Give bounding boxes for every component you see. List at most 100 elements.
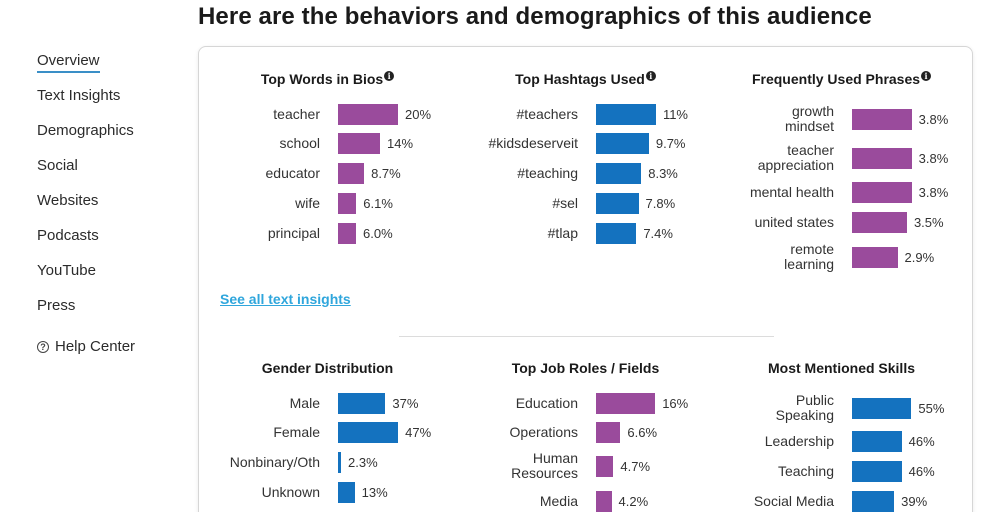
bar-value: 20%: [405, 107, 432, 122]
bar-value: 6.1%: [363, 196, 393, 211]
bar: [852, 148, 912, 169]
bar-label-line: teacher: [273, 105, 320, 122]
bar-label-line: Teaching: [777, 462, 834, 479]
sidebar-item-label: Text Insights: [37, 87, 121, 104]
bar-label-line: Operations: [509, 423, 578, 440]
sidebar-item-press[interactable]: Press: [37, 295, 187, 330]
info-icon[interactable]: i: [645, 71, 656, 81]
bar-row: Media 4.2%: [458, 491, 713, 512]
bar: [852, 182, 912, 203]
bar-row: #teachers 11%: [458, 104, 713, 125]
bar-value: 14%: [387, 136, 414, 151]
info-icon[interactable]: i: [921, 71, 932, 81]
bar-label-line: school: [279, 134, 320, 151]
bar: [338, 193, 357, 214]
bar-row: mental health 3.8%: [714, 182, 969, 203]
sidebar-item-label: Podcasts: [37, 227, 99, 244]
sidebar-nav: Overview Text Insights Demographics Soci…: [37, 50, 187, 355]
bar-label: Social Media: [753, 492, 834, 509]
bar-label: teacher: [273, 105, 320, 122]
bar-row: teacher appreciation 3.8%: [714, 143, 969, 173]
bar-value: 16%: [662, 396, 689, 411]
bar-value: 46%: [908, 464, 935, 479]
bar-label-line: Unknown: [261, 483, 320, 500]
bar-label: #kidsdeserveit: [489, 135, 579, 151]
panel-title: Gender Distribution: [200, 360, 455, 376]
bar-row: #tlap 7.4%: [458, 223, 713, 244]
bar-row: united states 3.5%: [714, 212, 969, 233]
bar: [852, 461, 902, 482]
panel-title: Most Mentioned Skills: [714, 360, 969, 376]
bar-value: 3.8%: [918, 151, 949, 166]
bar-label-line: mental health: [749, 183, 834, 200]
bar-value: 3.8%: [918, 185, 949, 200]
bar-row: Nonbinary/Oth 2.3%: [200, 452, 455, 473]
bar: [338, 223, 356, 244]
section-divider: [399, 336, 774, 337]
bar-row: teacher 20%: [200, 104, 455, 125]
bar: [596, 491, 612, 512]
bar-row: Operations 6.6%: [458, 422, 713, 443]
bar-row: Unknown 13%: [200, 482, 455, 503]
sidebar-item-label: Overview: [37, 52, 100, 73]
bar-label-line: Nonbinary/Oth: [229, 453, 320, 470]
bar-label: #tlap: [547, 224, 578, 241]
sidebar-item-youtube[interactable]: YouTube: [37, 260, 187, 295]
bar-label-line: Social Media: [753, 492, 834, 509]
info-icon[interactable]: i: [384, 71, 395, 81]
bar: [338, 393, 386, 414]
bar-value: 2.3%: [348, 455, 378, 470]
see-all-text-insights-link[interactable]: See all text insights: [220, 291, 351, 307]
sidebar-item-podcasts[interactable]: Podcasts: [37, 225, 187, 260]
bar-label-line: growth: [791, 103, 834, 119]
help-center-label: Help Center: [55, 338, 136, 355]
bar-row: Male 37%: [200, 393, 455, 414]
question-circle-icon: ?: [37, 340, 49, 353]
bar-value: 55%: [918, 401, 945, 416]
bar-label-line: appreciation: [757, 157, 834, 173]
bar-row: Social Media 39%: [714, 491, 969, 512]
bar-value: 4.2%: [618, 494, 649, 509]
bar-label: #teaching: [517, 165, 578, 181]
bar-label: educator: [265, 164, 320, 181]
bar-label: Leadership: [765, 433, 834, 449]
bar-label: growth mindset: [785, 104, 834, 134]
bar-row: remote learning 2.9%: [714, 242, 969, 272]
panel-title-text: Top Hashtags Used: [515, 71, 645, 87]
bar-value: 37%: [392, 396, 419, 411]
sidebar-item-label: Social: [37, 157, 78, 174]
bar-label-line: wife: [295, 194, 320, 211]
bar-label-line: #tlap: [547, 224, 578, 241]
bar: [338, 133, 380, 154]
bar-label-line: #teachers: [516, 105, 578, 122]
sidebar-item-social[interactable]: Social: [37, 155, 187, 190]
bar-label-line: Public: [795, 392, 834, 408]
sidebar-item-overview[interactable]: Overview: [37, 50, 187, 85]
bar-label-line: educator: [265, 164, 320, 181]
bar-label-line: principal: [267, 224, 320, 241]
bar: [852, 247, 898, 268]
bar-row: Teaching 46%: [714, 461, 969, 482]
bar-value: 8.3%: [648, 166, 678, 181]
bar: [852, 431, 902, 452]
sidebar-item-websites[interactable]: Websites: [37, 190, 187, 225]
bar-row: school 14%: [200, 133, 455, 154]
bar-row: Human Resources 4.7%: [458, 451, 713, 481]
panel-title-text: Top Job Roles / Fields: [511, 360, 660, 376]
bar-value: 2.9%: [904, 250, 935, 265]
panel-title: Top Hashtags Used i: [458, 71, 713, 87]
bar-label: Female: [273, 424, 320, 440]
sidebar-item-label: Websites: [37, 192, 99, 209]
bar-label: #sel: [552, 195, 578, 211]
bar: [596, 133, 649, 154]
bar-row: #sel 7.8%: [458, 193, 713, 214]
bar-label: Nonbinary/Oth: [229, 453, 320, 470]
sidebar-item-demographics[interactable]: Demographics: [37, 120, 187, 155]
bar: [338, 163, 365, 184]
sidebar-item-text-insights[interactable]: Text Insights: [37, 85, 187, 120]
panel-title: Top Words in Bios i: [200, 71, 455, 87]
bar: [852, 398, 912, 419]
bar: [852, 109, 912, 130]
sidebar-item-label: Demographics: [37, 122, 134, 139]
help-center-link[interactable]: ? Help Center: [37, 338, 187, 355]
